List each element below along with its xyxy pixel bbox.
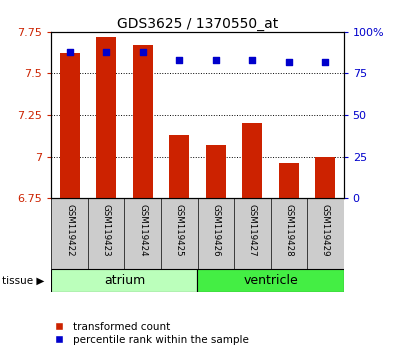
Bar <box>60 53 80 198</box>
Text: GSM119428: GSM119428 <box>284 204 293 257</box>
Point <box>139 49 146 55</box>
Bar <box>206 145 226 198</box>
Legend: transformed count, percentile rank within the sample: transformed count, percentile rank withi… <box>45 317 253 349</box>
Point <box>249 57 256 63</box>
Text: tissue ▶: tissue ▶ <box>2 275 44 286</box>
Text: GSM119423: GSM119423 <box>102 204 111 257</box>
Point <box>322 59 329 65</box>
Bar <box>242 123 262 198</box>
Bar <box>96 37 116 198</box>
Bar <box>169 135 189 198</box>
Title: GDS3625 / 1370550_at: GDS3625 / 1370550_at <box>117 17 278 31</box>
Text: GSM119422: GSM119422 <box>65 204 74 257</box>
Text: GSM119425: GSM119425 <box>175 204 184 257</box>
Text: GSM119427: GSM119427 <box>248 204 257 257</box>
Text: GSM119426: GSM119426 <box>211 204 220 257</box>
Point <box>213 57 219 63</box>
Bar <box>51 269 198 292</box>
Text: GSM119429: GSM119429 <box>321 204 330 256</box>
Point <box>66 49 73 55</box>
Text: ventricle: ventricle <box>243 274 298 287</box>
Bar <box>279 163 299 198</box>
Text: atrium: atrium <box>104 274 145 287</box>
Text: GSM119424: GSM119424 <box>138 204 147 257</box>
Bar <box>198 269 344 292</box>
Point <box>176 57 182 63</box>
Bar <box>315 156 335 198</box>
Point <box>286 59 292 65</box>
Bar <box>133 45 153 198</box>
Point <box>103 49 109 55</box>
